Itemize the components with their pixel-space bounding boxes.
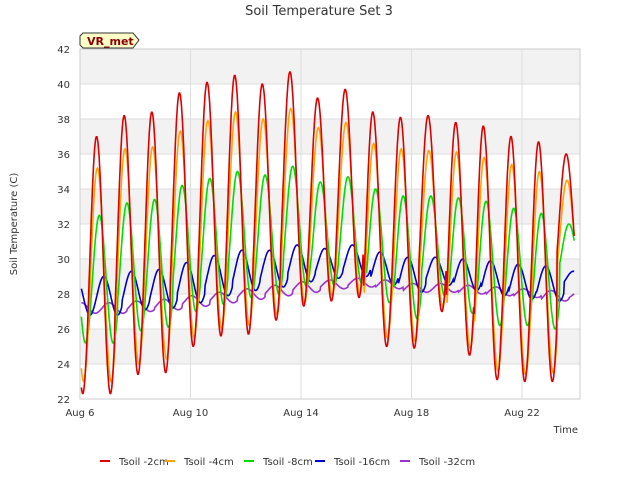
x-axis: Aug 6 Aug 10 Aug 14 Aug 18 Aug 22 [65, 408, 539, 419]
x-tick-label: Aug 18 [394, 408, 429, 419]
plot-band [80, 189, 580, 224]
legend-item: Tsoil -16cm [315, 457, 390, 468]
legend-item: Tsoil -8cm [244, 457, 313, 468]
y-tick-label: 38 [57, 115, 70, 126]
plot-band [80, 119, 580, 154]
y-axis-title: Soil Temperature (C) [9, 173, 20, 276]
y-tick-label: 26 [57, 325, 70, 336]
y-tick-label: 22 [57, 395, 70, 406]
site-badge: VR_met [79, 32, 140, 49]
legend-label: Tsoil -16cm [333, 457, 390, 468]
legend-label: Tsoil -2cm [118, 457, 169, 468]
site-badge-label: VR_met [87, 35, 134, 48]
legend-item: Tsoil -4cm [165, 457, 234, 468]
y-tick-label: 32 [57, 220, 70, 231]
plot-band [80, 49, 580, 84]
series-line-tsoil-8cm [80, 165, 575, 344]
series-line-tsoil-2cm [80, 71, 575, 395]
y-tick-label: 36 [57, 150, 70, 161]
x-tick-label: Aug 22 [504, 408, 539, 419]
legend-item: Tsoil -2cm [100, 457, 169, 468]
plot-frame [79, 48, 581, 400]
legend-label: Tsoil -32cm [418, 457, 475, 468]
plot-band [80, 224, 580, 259]
x-tick-label: Aug 14 [283, 408, 318, 419]
series-layer [80, 71, 575, 395]
legend: Tsoil -2cm Tsoil -4cm Tsoil -8cm Tsoil -16c… [100, 457, 475, 468]
y-tick-label: 40 [57, 80, 70, 91]
plot-band [80, 364, 580, 399]
plot-band [80, 329, 580, 364]
y-tick-label: 30 [57, 255, 70, 266]
x-axis-title: Time [553, 425, 578, 436]
site-badge-box [79, 32, 140, 49]
y-tick-label: 34 [57, 185, 70, 196]
legend-label: Tsoil -8cm [262, 457, 313, 468]
plot-band [80, 154, 580, 189]
y-axis: 22 24 26 28 30 32 34 36 38 40 42 [57, 45, 70, 406]
legend-item: Tsoil -32cm [400, 457, 475, 468]
plot-band [80, 84, 580, 119]
x-tick-label: Aug 10 [173, 408, 208, 419]
chart-title: Soil Temperature Set 3 [245, 4, 393, 19]
legend-label: Tsoil -4cm [183, 457, 234, 468]
y-tick-label: 42 [57, 45, 70, 56]
x-tick-label: Aug 6 [65, 408, 94, 419]
y-tick-label: 24 [57, 360, 70, 371]
y-tick-label: 28 [57, 290, 70, 301]
